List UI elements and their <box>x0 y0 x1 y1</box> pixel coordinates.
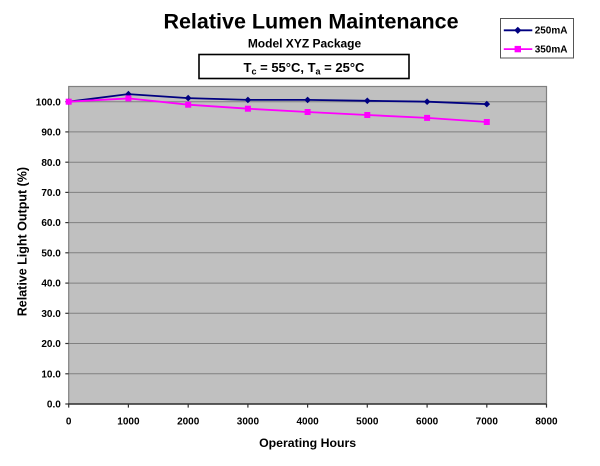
svg-text:1000: 1000 <box>117 417 140 428</box>
svg-text:60.0: 60.0 <box>41 218 61 229</box>
svg-text:Model XYZ Package: Model XYZ Package <box>248 37 362 51</box>
svg-text:350mA: 350mA <box>535 44 568 55</box>
svg-text:6000: 6000 <box>416 417 439 428</box>
svg-text:7000: 7000 <box>476 417 499 428</box>
svg-text:0.0: 0.0 <box>47 400 61 411</box>
svg-text:5000: 5000 <box>356 417 379 428</box>
svg-text:40.0: 40.0 <box>41 279 61 290</box>
svg-text:90.0: 90.0 <box>41 128 61 139</box>
svg-text:2000: 2000 <box>177 417 200 428</box>
svg-text:20.0: 20.0 <box>41 339 61 350</box>
svg-text:70.0: 70.0 <box>41 188 61 199</box>
svg-text:Relative Light Output (%): Relative Light Output (%) <box>15 167 29 316</box>
svg-text:100.0: 100.0 <box>36 97 61 108</box>
svg-text:4000: 4000 <box>296 417 319 428</box>
svg-text:30.0: 30.0 <box>41 309 61 320</box>
svg-text:Operating Hours: Operating Hours <box>259 436 356 450</box>
svg-text:3000: 3000 <box>237 417 260 428</box>
svg-text:Tc = 55°C, Ta = 25°C: Tc = 55°C, Ta = 25°C <box>244 60 365 77</box>
svg-text:Relative Lumen Maintenance: Relative Lumen Maintenance <box>163 10 458 34</box>
svg-text:80.0: 80.0 <box>41 158 61 169</box>
svg-text:10.0: 10.0 <box>41 369 61 380</box>
svg-text:50.0: 50.0 <box>41 248 61 259</box>
svg-text:8000: 8000 <box>535 417 558 428</box>
svg-text:0: 0 <box>66 417 72 428</box>
svg-text:250mA: 250mA <box>535 26 568 37</box>
